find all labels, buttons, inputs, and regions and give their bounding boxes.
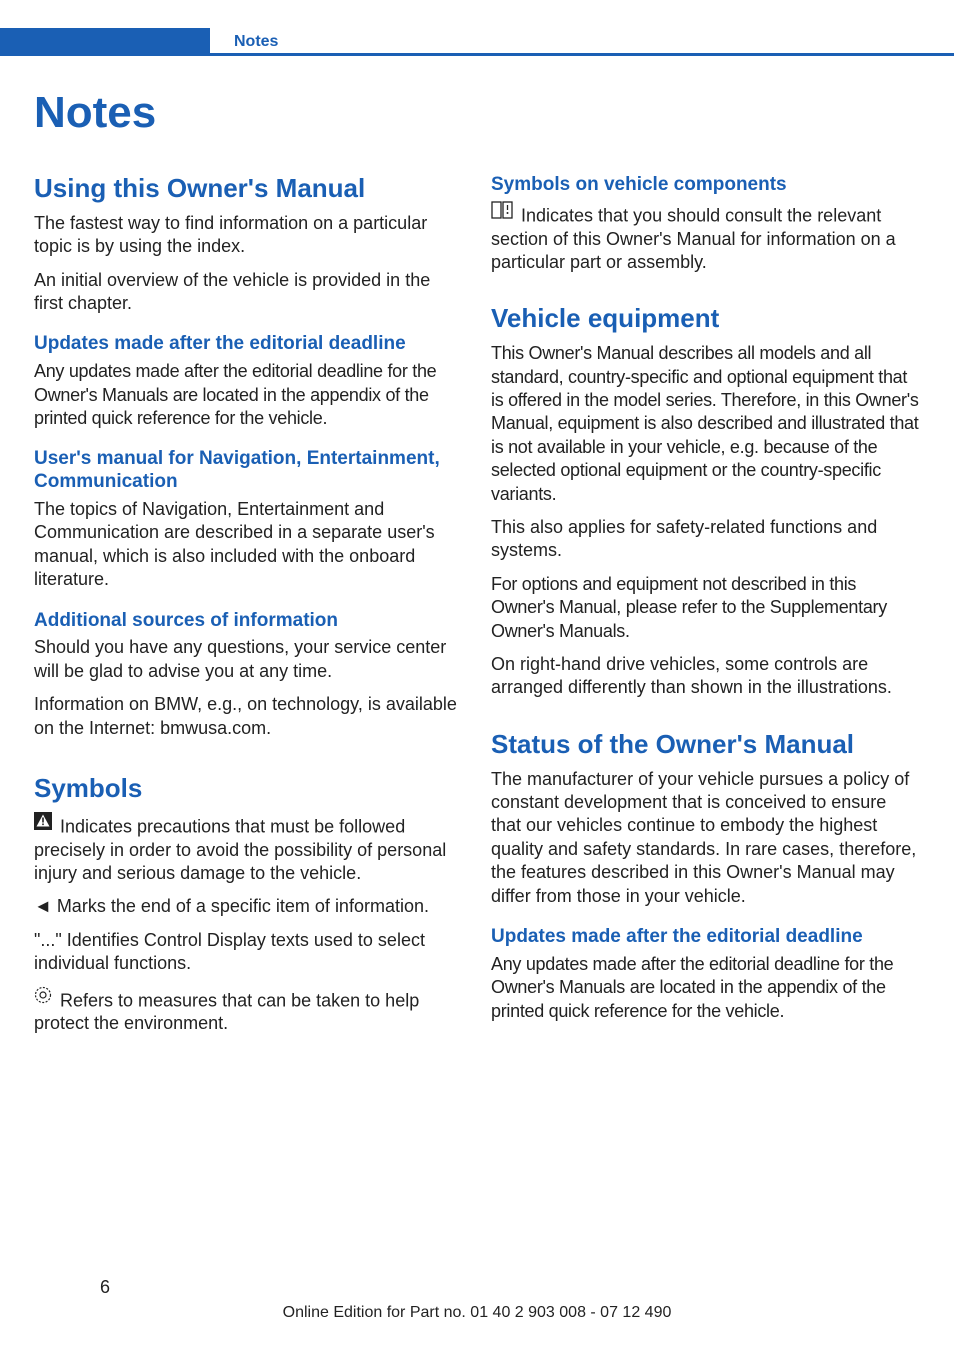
manual-reference-icon <box>491 201 513 225</box>
heading-symbols: Symbols <box>34 774 463 804</box>
body-text-span: Indicates precautions that must be follo… <box>34 816 446 883</box>
page-title: Notes <box>34 88 156 138</box>
header-accent-block <box>0 28 210 56</box>
body-text-span: Refers to measures that can be taken to … <box>34 990 419 1033</box>
environment-icon <box>34 986 52 1010</box>
column-right: Symbols on vehicle components Indicates … <box>491 174 920 1244</box>
body-text: ◄ Marks the end of a specific item of in… <box>34 895 463 918</box>
heading-users-manual-nav: User's manual for Navigation, Entertainm… <box>34 448 463 494</box>
heading-updates-deadline: Updates made after the editorial deadlin… <box>34 333 463 356</box>
body-text: The fastest way to find information on a… <box>34 212 463 259</box>
header-bar: Notes <box>0 28 954 56</box>
body-text: "..." Identifies Control Display texts u… <box>34 929 463 976</box>
body-text: This also applies for safety-related fun… <box>491 516 920 563</box>
page-number: 6 <box>100 1277 110 1298</box>
body-text: Refers to measures that can be taken to … <box>34 986 463 1036</box>
heading-vehicle-equipment: Vehicle equipment <box>491 304 920 334</box>
body-text: An initial overview of the vehicle is pr… <box>34 269 463 316</box>
body-text: Information on BMW, e.g., on technology,… <box>34 693 463 740</box>
footer-edition: Online Edition for Part no. 01 40 2 903 … <box>0 1304 954 1322</box>
heading-additional-sources: Additional sources of information <box>34 610 463 633</box>
body-text: Any updates made after the editorial dea… <box>491 953 920 1023</box>
heading-symbols-vehicle-components: Symbols on vehicle components <box>491 174 920 197</box>
warning-icon <box>34 812 52 836</box>
heading-status-manual: Status of the Owner's Manual <box>491 730 920 760</box>
body-text: On right-hand drive vehicles, some contr… <box>491 653 920 700</box>
body-text: Any updates made after the editorial dea… <box>34 360 463 430</box>
body-text: For options and equipment not described … <box>491 573 920 643</box>
body-text: This Owner's Manual describes all models… <box>491 342 920 506</box>
body-text: Should you have any questions, your serv… <box>34 636 463 683</box>
column-left: Using this Owner's Manual The fastest wa… <box>34 174 463 1244</box>
body-text: The topics of Navigation, Entertainment … <box>34 498 463 592</box>
body-text: Indicates precautions that must be follo… <box>34 812 463 886</box>
body-text: The manufacturer of your vehicle pursues… <box>491 768 920 908</box>
heading-updates-deadline-2: Updates made after the editorial deadlin… <box>491 926 920 949</box>
content-columns: Using this Owner's Manual The fastest wa… <box>34 174 920 1244</box>
heading-using-manual: Using this Owner's Manual <box>34 174 463 204</box>
body-text-span: Indicates that you should consult the re… <box>491 205 896 272</box>
body-text: Indicates that you should consult the re… <box>491 201 920 275</box>
header-section-label: Notes <box>234 33 278 51</box>
